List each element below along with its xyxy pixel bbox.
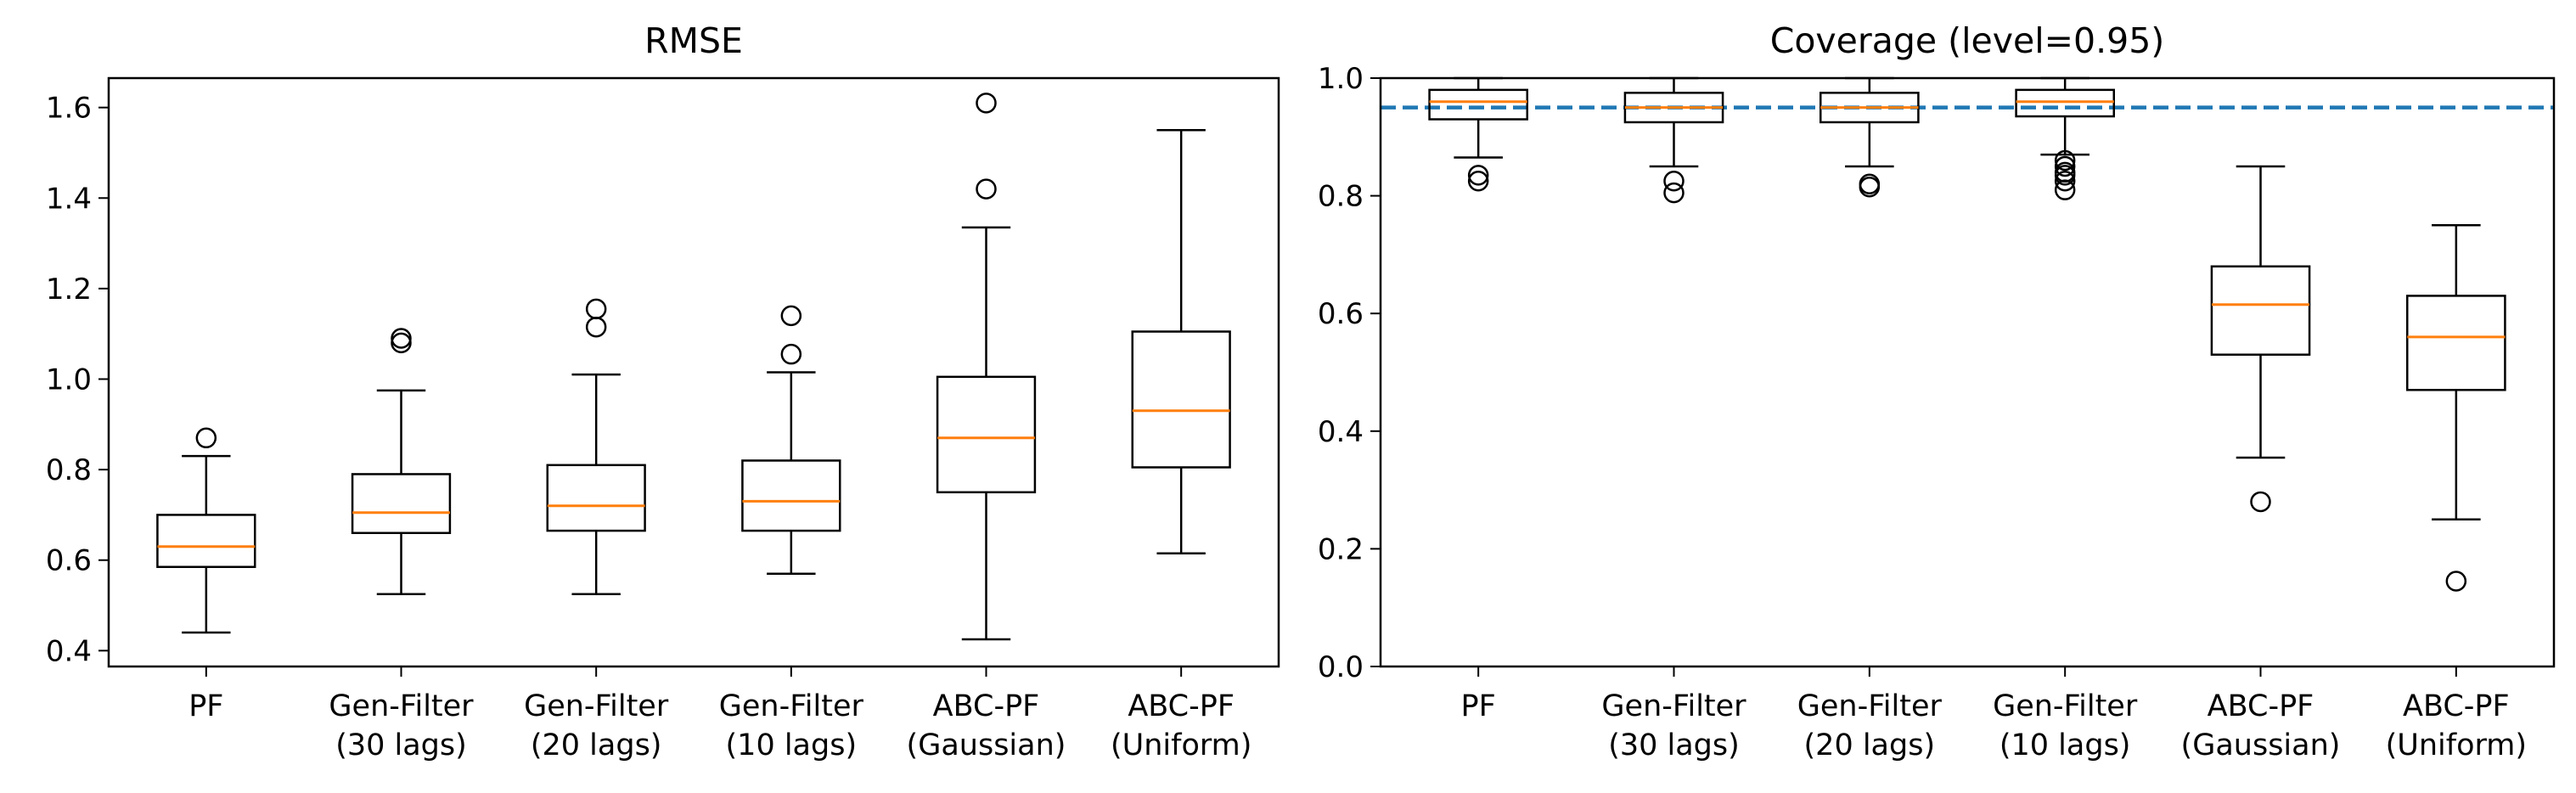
xtick-label-line: (20 lags)	[1804, 728, 1936, 762]
rmse-box-0	[156, 427, 256, 634]
rmse-xtick-label: Gen-Filter (10 lags)	[719, 689, 864, 762]
outlier-point	[1663, 182, 1685, 204]
iqr-box	[546, 464, 646, 532]
outlier-point	[585, 298, 607, 320]
coverage-xtick-label: Gen-Filter (10 lags)	[1993, 689, 2138, 762]
coverage-xtick-label: Gen-Filter (20 lags)	[1797, 689, 1943, 762]
rmse-title: RMSE	[644, 20, 743, 61]
xtick-label-line: Gen-Filter	[1993, 689, 2138, 723]
coverage-panel: Coverage (level=0.95) 0.0 0.2 0.4 0.6 0.8 1.0 P…	[1318, 20, 2556, 762]
rmse-box-1	[351, 328, 452, 595]
xtick-label-line: Gen-Filter	[1601, 689, 1746, 723]
coverage-box-2	[1820, 76, 1920, 198]
coverage-ytick-label: 0.8	[1318, 180, 1364, 214]
rmse-box-5	[1131, 129, 1231, 554]
coverage-xtick-label: ABC-PF (Gaussian)	[2181, 689, 2341, 762]
xtick-label-line: Gen-Filter	[524, 689, 669, 723]
outlier-point	[976, 178, 997, 200]
iqr-box	[351, 473, 452, 534]
iqr-box	[156, 514, 256, 568]
rmse-ytick-label: 1.0	[46, 363, 92, 396]
outlier-point	[391, 328, 412, 349]
rmse-xtick-label: ABC-PF (Uniform)	[1111, 689, 1251, 762]
xtick-label-line: Gen-Filter	[719, 689, 864, 723]
outlier-point	[1467, 171, 1489, 192]
coverage-box-5	[2406, 224, 2506, 592]
xtick-label-line: (Uniform)	[1111, 728, 1251, 762]
outlier-point	[2054, 171, 2076, 192]
coverage-xtick-label: Gen-Filter (30 lags)	[1601, 689, 1746, 762]
coverage-xtick-label: ABC-PF (Uniform)	[2386, 689, 2527, 762]
outlier-point	[1467, 165, 1489, 186]
rmse-ytick-label: 0.6	[46, 544, 92, 578]
iqr-box	[2406, 295, 2506, 391]
xtick-label-line: ABC-PF	[933, 689, 1040, 723]
coverage-ytick-label: 0.0	[1318, 650, 1364, 684]
xtick-label-line: Gen-Filter	[1797, 689, 1943, 723]
rmse-axes-frame	[107, 76, 1280, 668]
xtick-label-line: ABC-PF	[1128, 689, 1235, 723]
coverage-ytick-label: 0.2	[1318, 532, 1364, 566]
xtick-label-line: (Gaussian)	[2181, 728, 2341, 762]
outlier-point	[976, 93, 997, 114]
rmse-box-3	[741, 305, 841, 575]
coverage-box-1	[1623, 76, 1724, 204]
xtick-label-line: Gen-Filter	[329, 689, 474, 723]
outlier-point	[780, 305, 802, 327]
outlier-point	[195, 427, 217, 449]
xtick-label-line: PF	[1461, 689, 1496, 723]
coverage-ytick-label: 0.6	[1318, 297, 1364, 331]
xtick-label-line: ABC-PF	[2403, 689, 2510, 723]
iqr-box	[936, 375, 1037, 494]
rmse-xtick-label: Gen-Filter (30 lags)	[329, 689, 474, 762]
rmse-box-2	[546, 298, 646, 595]
xtick-label-line: PF	[188, 689, 223, 723]
outlier-point	[585, 316, 607, 338]
iqr-box	[1131, 330, 1231, 469]
coverage-box-3	[2015, 76, 2115, 200]
outlier-point	[391, 332, 412, 354]
xtick-label-line: (10 lags)	[1999, 728, 2131, 762]
outlier-point	[1663, 171, 1685, 192]
outlier-point	[2445, 571, 2467, 592]
coverage-box-0	[1428, 76, 1529, 192]
iqr-box	[2210, 265, 2311, 356]
outlier-point	[780, 343, 802, 365]
xtick-label-line: (30 lags)	[335, 728, 467, 762]
rmse-xtick-label: ABC-PF (Gaussian)	[907, 689, 1066, 762]
coverage-xtick-label: PF	[1461, 689, 1496, 723]
xtick-label-line: (Gaussian)	[907, 728, 1066, 762]
coverage-ytick-label: 0.4	[1318, 415, 1364, 449]
rmse-ytick-label: 1.6	[46, 92, 92, 126]
rmse-ytick-label: 1.2	[46, 273, 92, 307]
iqr-box	[741, 459, 841, 532]
xtick-label-line: ABC-PF	[2208, 689, 2314, 723]
outlier-point	[2054, 155, 2076, 177]
outlier-point	[2250, 491, 2271, 513]
outlier-point	[1859, 173, 1881, 194]
coverage-ytick-label: 1.0	[1318, 62, 1364, 96]
rmse-xtick-label: Gen-Filter (20 lags)	[524, 689, 669, 762]
xtick-label-line: (20 lags)	[531, 728, 662, 762]
rmse-ytick-label: 0.8	[46, 453, 92, 487]
rmse-ytick-label: 1.4	[46, 182, 92, 216]
rmse-xtick-label: PF	[188, 689, 223, 723]
outlier-point	[2054, 149, 2076, 172]
coverage-box-4	[2210, 165, 2311, 513]
xtick-label-line: (30 lags)	[1608, 728, 1740, 762]
rmse-ytick-label: 0.4	[46, 634, 92, 668]
iqr-box	[1428, 88, 1529, 121]
rmse-box-4	[936, 93, 1037, 641]
iqr-box	[2015, 88, 2115, 118]
xtick-label-line: (10 lags)	[726, 728, 858, 762]
coverage-title: Coverage (level=0.95)	[1770, 20, 2165, 61]
rmse-panel: RMSE 0.4 0.6 0.8 1.0 1.2 1.4 1.6 PF Gen-Filter (30…	[46, 20, 1280, 762]
coverage-axes-frame	[1379, 76, 2556, 668]
xtick-label-line: (Uniform)	[2386, 728, 2527, 762]
outlier-point	[2054, 161, 2076, 183]
